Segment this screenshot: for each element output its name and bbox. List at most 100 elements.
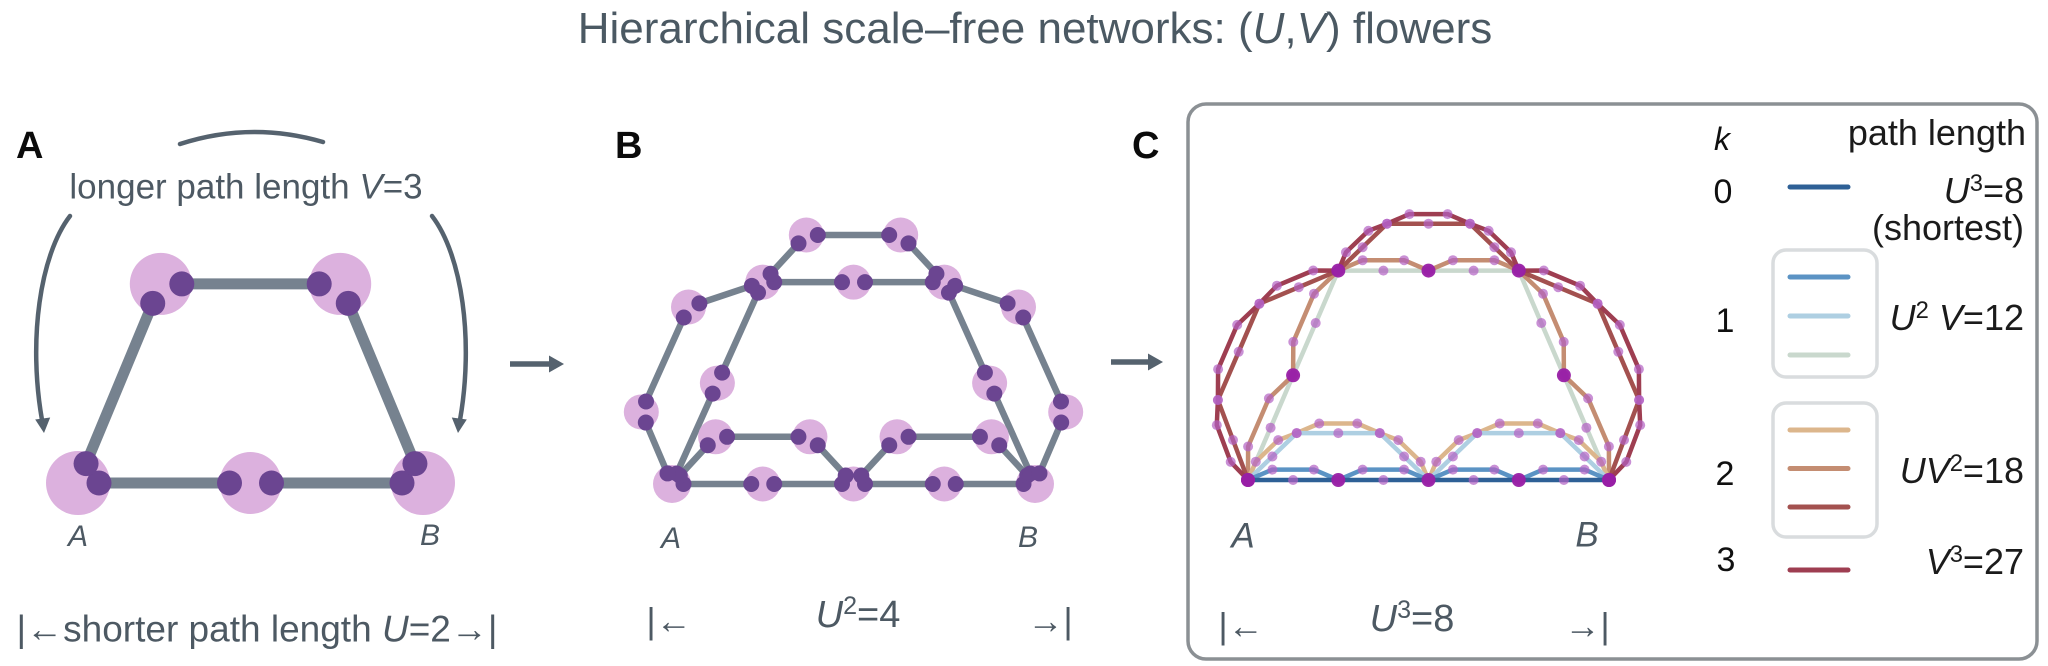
panel-b-hub-a-label: A [660,522,682,555]
path-node [1634,395,1645,405]
stub-dot [971,428,988,445]
stub-dot [1015,309,1032,326]
path-node [1536,318,1547,328]
path-node [1619,435,1629,445]
path-node [1288,336,1299,347]
panel-b-letter: B [615,125,643,167]
path-node [1635,420,1646,431]
path-node [1213,364,1224,375]
path-node [1573,435,1584,446]
panel-a-letter: A [16,125,44,167]
path-node [1363,225,1374,236]
path-node [1378,475,1389,485]
path-node [1404,209,1415,220]
path-node [1228,435,1238,445]
left-curved-arrow [33,213,73,423]
legend-value-0-note: (shortest) [1871,207,2024,248]
node [219,452,282,514]
stub-dot [675,309,692,326]
path-node [1423,218,1434,229]
stub-dot [900,235,917,252]
stub-dot [762,265,779,282]
path-node [1614,319,1625,330]
path-node [1399,451,1410,462]
stub-dot [857,274,873,291]
path-node [1483,225,1494,236]
stub-dot [790,428,807,445]
network-c [1211,209,1646,487]
path-node [1468,475,1479,485]
hub-node [1602,473,1616,487]
stub-dot [924,476,941,492]
stub-dot [743,277,760,294]
hub-node [1331,473,1346,487]
hub-node [1241,473,1255,487]
path-UVU-k1 [1245,430,1612,483]
path-node [1532,418,1543,429]
stub-dot [719,428,736,445]
path-node [1310,318,1321,328]
hub-node [1421,263,1436,278]
panel-a-top-annotation: longer path length V=3 [69,167,423,207]
path-node [1341,247,1351,258]
path-node [1352,418,1363,429]
legend-k-3: 3 [1716,541,1736,579]
path-node [1357,464,1368,475]
stub-dot [140,290,166,316]
stub-dot [991,437,1008,454]
arrow-head-icon [1148,353,1163,371]
hub-node [1511,473,1526,487]
stub-dot [900,428,917,445]
right-curved-arrow [429,213,469,423]
legend-value-2: UV2=18 [1899,450,2024,491]
path-node [1309,288,1319,299]
node [745,466,781,502]
stub-dot [809,437,826,454]
path-node [1399,464,1410,475]
stub-dot [335,290,361,316]
stub-dot [699,437,716,454]
stub-dot [691,295,708,312]
stub-dot [1031,465,1048,482]
stub-dot [790,235,807,252]
path-node [1579,451,1590,462]
panel-c-letter: C [1132,125,1160,167]
path-node [1583,393,1594,404]
path-node [1553,282,1564,293]
stub-dot [217,470,242,496]
path-node [1293,282,1304,293]
hub-node [1556,368,1571,383]
edge [335,281,429,486]
legend-k-0: 0 [1713,173,1733,211]
path-node [1581,422,1592,433]
stub-dot [928,265,945,282]
path-node [1250,456,1261,467]
path-node [1378,265,1389,276]
path-node [1271,280,1282,291]
path-node [1558,475,1569,485]
path-node [1393,435,1404,446]
legend-group-box-k2 [1771,401,1879,539]
panel-a-bottom-annotation: |←shorter path length U=2→| [16,608,498,650]
path-node [1538,265,1549,276]
path-node [1538,464,1549,475]
stub-dot [976,364,993,381]
edge [72,281,166,486]
stub-dot [809,226,826,243]
stub-dot [637,414,654,431]
path-node [1494,418,1505,429]
path-node [1357,255,1368,266]
hub-node [1421,473,1436,487]
path-node [1273,435,1284,446]
stub-dot [402,451,428,477]
path-node [1333,428,1344,439]
path-node [1575,280,1586,291]
stub-dot [881,437,898,454]
path-node [1308,265,1319,276]
path-node [1442,209,1453,220]
path-node [1291,428,1302,439]
path-node [1447,255,1458,266]
panel-b-bottom-formula: U2=4 [815,592,901,636]
stub-dot [704,385,721,402]
path-node [1447,451,1458,462]
